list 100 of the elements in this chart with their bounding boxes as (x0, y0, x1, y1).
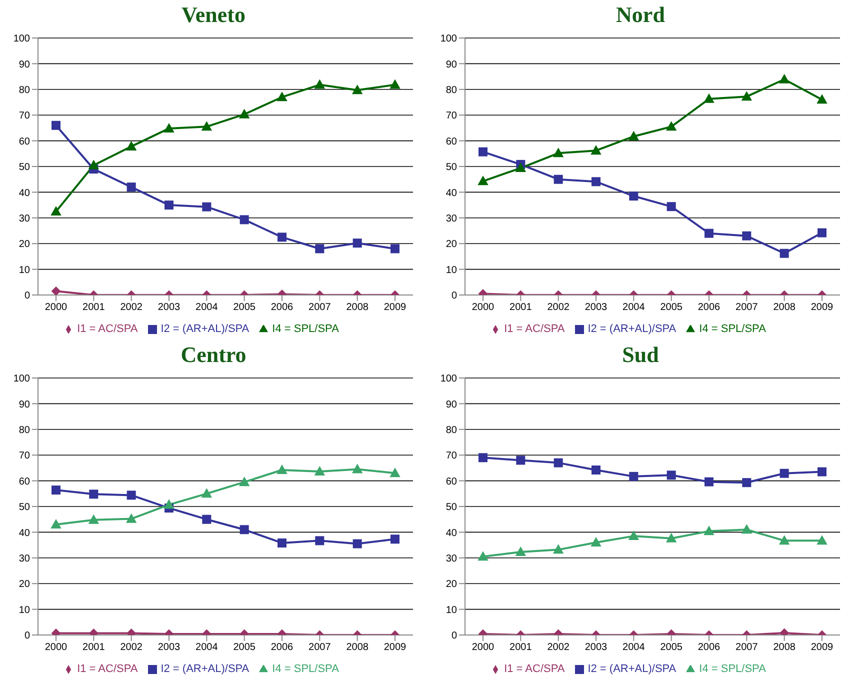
y-tick-label: 60 (446, 476, 458, 488)
y-tick-label: 60 (18, 476, 30, 488)
x-tick-label: 2007 (308, 642, 332, 654)
point (478, 552, 488, 561)
point (277, 465, 287, 474)
point (240, 215, 249, 224)
legend-label: I2 = (AR+AL)/SPA (588, 323, 676, 335)
legend-label: I1 = AC/SPA (77, 323, 138, 335)
point (780, 248, 789, 258)
chart-title: Centro (180, 341, 248, 369)
point (164, 500, 174, 509)
legend-label: I1 = AC/SPA (504, 663, 565, 675)
y-tick-label: 20 (18, 579, 30, 590)
y-tick-label: 20 (446, 579, 458, 590)
point (390, 534, 400, 544)
y-tick-label: 70 (18, 450, 30, 462)
point (779, 74, 790, 84)
point (704, 228, 714, 238)
x-tick-label: 2005 (660, 302, 683, 314)
point (164, 200, 174, 210)
x-tick-label: 2009 (810, 642, 834, 654)
x-tick-label: 2000 (472, 302, 495, 314)
legend-label: I2 = (AR+AL)/SPA (588, 663, 676, 675)
x-tick-label: 2008 (346, 302, 369, 314)
y-tick-label: 70 (18, 110, 30, 122)
x-tick-label: 2006 (698, 302, 721, 314)
point (202, 202, 212, 212)
point (818, 228, 826, 238)
x-tick-label: 2005 (233, 302, 256, 314)
point (629, 472, 638, 481)
x-tick-label: 2004 (622, 302, 646, 314)
x-tick-label: 2004 (196, 302, 218, 314)
x-tick-label: 2001 (510, 302, 532, 314)
legend-label: I1 = AC/SPA (504, 323, 565, 335)
point (666, 470, 676, 480)
x-tick-label: 2005 (233, 642, 256, 654)
point (202, 488, 212, 498)
point (390, 80, 400, 89)
y-tick-label: 50 (446, 162, 458, 174)
y-tick-label: 80 (18, 424, 30, 436)
point (742, 231, 752, 240)
point (592, 177, 600, 186)
y-tick-label: 60 (446, 136, 458, 148)
x-tick-label: 2002 (547, 302, 570, 314)
point (164, 123, 174, 132)
point (126, 514, 136, 523)
point (553, 148, 564, 158)
x-tick-label: 2002 (120, 642, 143, 654)
y-tick-label: 30 (18, 213, 30, 224)
point (88, 514, 99, 524)
point (591, 146, 601, 155)
x-tick-label: 2007 (736, 642, 758, 654)
y-tick-label: 30 (446, 213, 458, 224)
y-tick-label: 40 (18, 188, 30, 199)
point (779, 536, 790, 545)
x-tick-label: 2008 (773, 302, 796, 314)
point (553, 544, 564, 554)
point (780, 628, 789, 635)
point (592, 466, 600, 475)
point (742, 92, 752, 101)
point (126, 141, 136, 150)
y-tick-label: 10 (446, 604, 458, 616)
point (390, 468, 400, 478)
point (315, 536, 324, 546)
x-tick-label: 2003 (584, 302, 608, 314)
point (352, 238, 362, 248)
x-tick-label: 2003 (584, 642, 608, 654)
y-tick-label: 90 (18, 399, 30, 410)
y-tick-label: 100 (13, 34, 30, 45)
y-tick-label: 20 (18, 239, 30, 250)
point (818, 467, 826, 476)
point (742, 478, 752, 488)
point (315, 244, 324, 254)
y-tick-label: 90 (446, 399, 458, 410)
point (51, 206, 61, 216)
point (314, 466, 325, 476)
y-tick-label: 70 (446, 110, 458, 122)
y-tick-label: 0 (24, 290, 30, 302)
y-tick-label: 100 (440, 34, 458, 45)
point (478, 453, 488, 462)
x-tick-label: 2005 (660, 642, 683, 654)
point (628, 531, 639, 540)
x-tick-label: 2006 (270, 302, 294, 314)
y-tick-label: 90 (446, 59, 458, 70)
x-tick-label: 2003 (158, 642, 181, 654)
x-tick-label: 2007 (736, 302, 758, 314)
y-tick-label: 10 (18, 264, 30, 276)
point (239, 109, 250, 118)
legend-label: I4 = SPL/SPA (699, 323, 766, 335)
y-tick-label: 100 (440, 374, 458, 385)
y-tick-label: 30 (446, 553, 458, 564)
point (516, 163, 526, 172)
y-tick-label: 90 (18, 59, 30, 70)
legend-label: I4 = SPL/SPA (272, 663, 339, 675)
point (277, 92, 287, 102)
x-tick-label: 2009 (384, 642, 407, 654)
x-tick-label: 2000 (472, 642, 495, 654)
point (126, 182, 136, 192)
y-tick-label: 0 (451, 630, 458, 642)
y-tick-label: 80 (446, 84, 458, 96)
